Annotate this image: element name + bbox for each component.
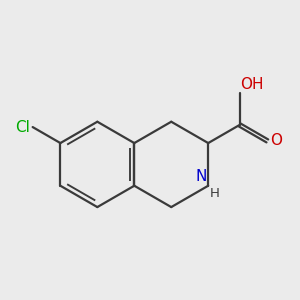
Text: Cl: Cl — [15, 120, 30, 135]
Text: O: O — [270, 134, 282, 148]
Text: OH: OH — [241, 76, 264, 92]
Text: H: H — [210, 187, 220, 200]
Text: N: N — [195, 169, 206, 184]
